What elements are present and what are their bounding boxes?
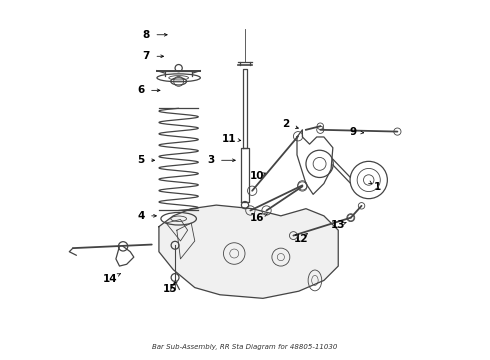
Text: 2: 2 (283, 120, 290, 129)
Text: 16: 16 (250, 213, 265, 222)
Text: 15: 15 (163, 284, 177, 294)
Text: 12: 12 (294, 234, 308, 244)
Text: 8: 8 (143, 30, 150, 40)
Text: 1: 1 (374, 182, 381, 192)
Text: 11: 11 (221, 134, 236, 144)
Text: 3: 3 (207, 155, 215, 165)
Text: 9: 9 (349, 127, 356, 136)
Text: 13: 13 (331, 220, 345, 230)
Text: 14: 14 (103, 274, 118, 284)
Text: 6: 6 (137, 85, 145, 95)
Text: Bar Sub-Assembly, RR Sta Diagram for 48805-11030: Bar Sub-Assembly, RR Sta Diagram for 488… (152, 344, 338, 350)
Text: 10: 10 (250, 171, 265, 181)
Text: 4: 4 (137, 211, 145, 221)
Text: 5: 5 (137, 155, 145, 165)
Polygon shape (159, 205, 338, 298)
Text: 7: 7 (143, 51, 150, 61)
